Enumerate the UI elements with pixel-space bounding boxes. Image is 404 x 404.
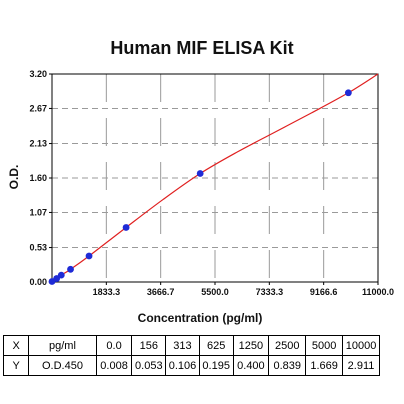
x-tick-label: 5500.0 (201, 287, 229, 297)
table-cell: 0.0 (95, 335, 133, 356)
y-tick-label: 3.20 (29, 69, 47, 79)
table-cell: pg/ml (28, 335, 97, 356)
data-point (196, 170, 204, 177)
table-cell: O.D.450 (28, 355, 97, 376)
x-tick-label: 1833.3 (93, 287, 121, 297)
chart-title: Human MIF ELISA Kit (110, 38, 294, 58)
table-cell: Y (2, 355, 30, 376)
table-cell: 0.839 (268, 355, 307, 376)
table-cell: 0.053 (131, 355, 167, 376)
data-point (57, 271, 65, 279)
table-cell: 0.195 (198, 355, 234, 376)
x-tick-label: 9166.6 (310, 287, 338, 297)
table-cell: 0.400 (232, 355, 270, 376)
y-tick-label: 0.00 (29, 277, 47, 287)
table-cell: 625 (198, 335, 234, 356)
table-cell: 156 (131, 335, 167, 356)
data-point (67, 265, 74, 273)
table-cell: 10000 (342, 335, 380, 356)
y-axis-label: O.D. (7, 164, 21, 190)
y-tick-label: 1.60 (29, 173, 47, 183)
y-tick-label: 1.07 (29, 207, 47, 217)
x-tick-label: 7333.3 (256, 287, 284, 297)
y-tick-label: 2.13 (29, 139, 47, 149)
axes (49, 73, 379, 285)
table-cell: 0.106 (165, 355, 200, 376)
data-points (48, 89, 352, 285)
data-point (344, 89, 352, 97)
grid-lines (52, 74, 378, 282)
x-tick-label: 3666.7 (147, 287, 175, 297)
data-point (85, 252, 93, 260)
table-row: Y O.D.450 0.008 0.053 0.106 0.195 0.400 0.839 1.… (2, 355, 380, 376)
data-point (122, 224, 130, 231)
table-cell: X (2, 335, 30, 356)
table-cell: 1.669 (305, 355, 344, 376)
y-tick-label: 2.67 (29, 103, 47, 113)
table-cell: 2500 (268, 335, 307, 356)
data-point (53, 275, 61, 282)
x-axis-label: Concentration (pg/ml) (137, 311, 263, 325)
table-cell: 313 (165, 335, 200, 356)
table-cell: 5000 (305, 335, 344, 356)
table-cell: 1250 (232, 335, 270, 356)
x-tick-label: 11000.0 (362, 287, 394, 297)
tick-labels: 0.00 0.53 1.07 1.60 2.13 2.67 3.20 1833.3 3666.7… (29, 69, 394, 297)
table-cell: 0.008 (95, 355, 133, 376)
y-tick-label: 0.53 (29, 243, 47, 253)
table-cell: 2.911 (342, 355, 380, 376)
